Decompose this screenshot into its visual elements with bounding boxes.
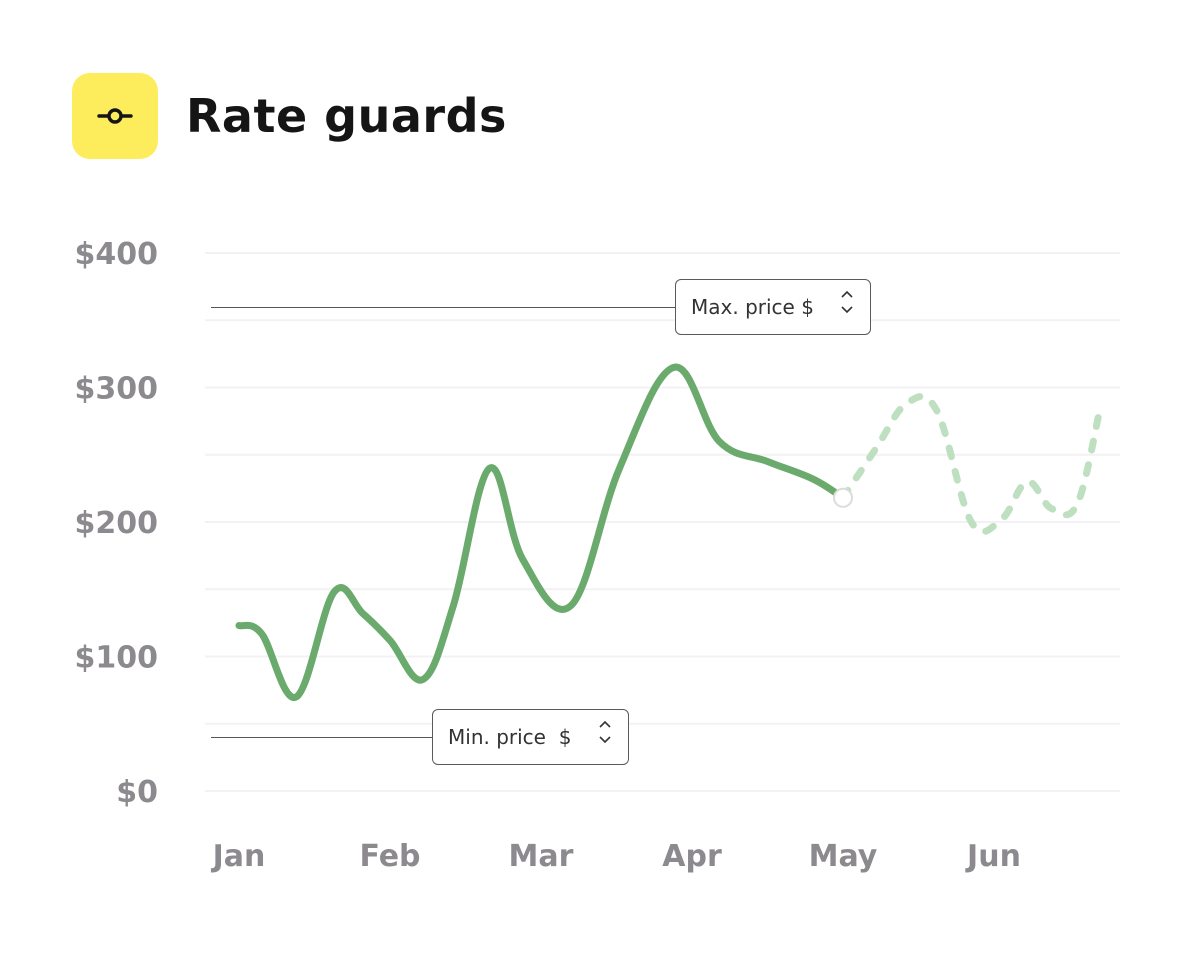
y-tick-label: $0 — [116, 775, 158, 810]
chevron-down-icon[interactable] — [598, 735, 612, 745]
y-tick-label: $400 — [75, 237, 159, 272]
price-line — [235, 363, 847, 701]
current-point-marker — [833, 487, 853, 508]
max-price-field[interactable]: Max. price $ — [675, 278, 871, 335]
chevron-up-icon[interactable] — [840, 289, 854, 299]
max-price-guide-line — [211, 306, 677, 308]
chevron-down-icon[interactable] — [840, 305, 854, 315]
x-tick-label: Apr — [662, 839, 722, 874]
page-title: Rate guards — [186, 89, 507, 143]
chevron-up-icon[interactable] — [598, 719, 612, 729]
max-price-stepper[interactable] — [840, 289, 854, 315]
y-tick-label: $300 — [75, 372, 159, 407]
x-tick-label: Feb — [359, 839, 420, 874]
y-tick-label: $100 — [75, 641, 159, 676]
x-tick-label: Jan — [211, 839, 266, 874]
min-price-label: Min. price $ — [448, 725, 572, 750]
min-price-stepper[interactable] — [598, 719, 612, 745]
max-price-label: Max. price $ — [691, 294, 814, 319]
min-price-guide-line — [211, 737, 434, 739]
x-tick-label: Mar — [509, 839, 574, 874]
y-tick-label: $200 — [75, 506, 159, 541]
forecast-line — [839, 393, 1104, 536]
header: Rate guards — [72, 73, 507, 159]
slider-handle-icon — [72, 73, 158, 159]
min-price-field[interactable]: Min. price $ — [432, 709, 629, 766]
x-tick-label: Jun — [965, 839, 1021, 874]
x-tick-label: May — [809, 839, 878, 874]
